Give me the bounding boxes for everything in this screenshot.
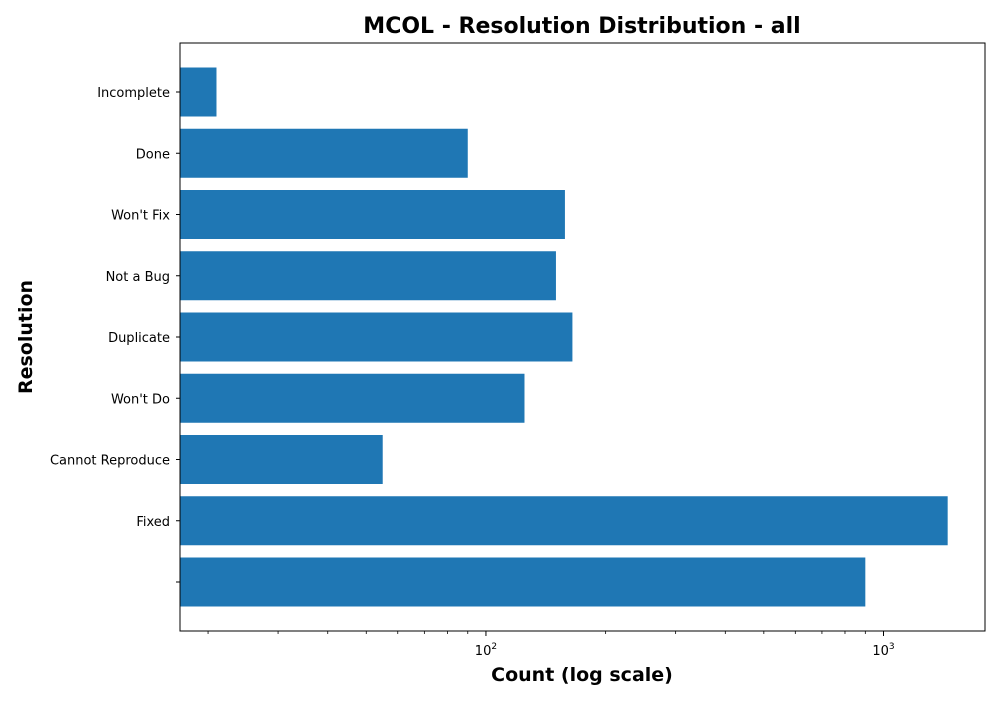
x-tick-label: 103 xyxy=(872,642,894,659)
y-axis-ticks: Fixed Cannot Reproduce Won't Do Duplicate No… xyxy=(50,86,180,583)
y-tick-label: Fixed xyxy=(136,515,170,530)
y-tick-label: Won't Fix xyxy=(111,209,170,224)
bar xyxy=(180,312,573,362)
y-tick-label: Cannot Reproduce xyxy=(50,454,170,469)
x-tick-label: 102 xyxy=(475,642,497,659)
bar xyxy=(180,496,948,546)
x-axis-label: Count (log scale) xyxy=(491,664,673,686)
y-tick-label: Incomplete xyxy=(97,86,170,101)
bar xyxy=(180,67,217,117)
chart-title: MCOL - Resolution Distribution - all xyxy=(363,14,800,39)
bar xyxy=(180,557,866,607)
bar xyxy=(180,251,556,301)
y-axis-label: Resolution xyxy=(15,280,37,394)
y-tick-label: Won't Do xyxy=(111,392,170,407)
plot-frame xyxy=(179,42,986,632)
y-tick-label: Done xyxy=(136,147,170,162)
bar xyxy=(180,373,525,423)
y-tick-label: Not a Bug xyxy=(106,270,170,285)
bar xyxy=(180,190,565,239)
y-tick-label: Duplicate xyxy=(108,331,170,346)
bar xyxy=(180,435,383,484)
x-axis-ticks: 102 103 xyxy=(207,631,895,659)
bars-layer xyxy=(180,67,948,607)
bar xyxy=(180,128,468,178)
